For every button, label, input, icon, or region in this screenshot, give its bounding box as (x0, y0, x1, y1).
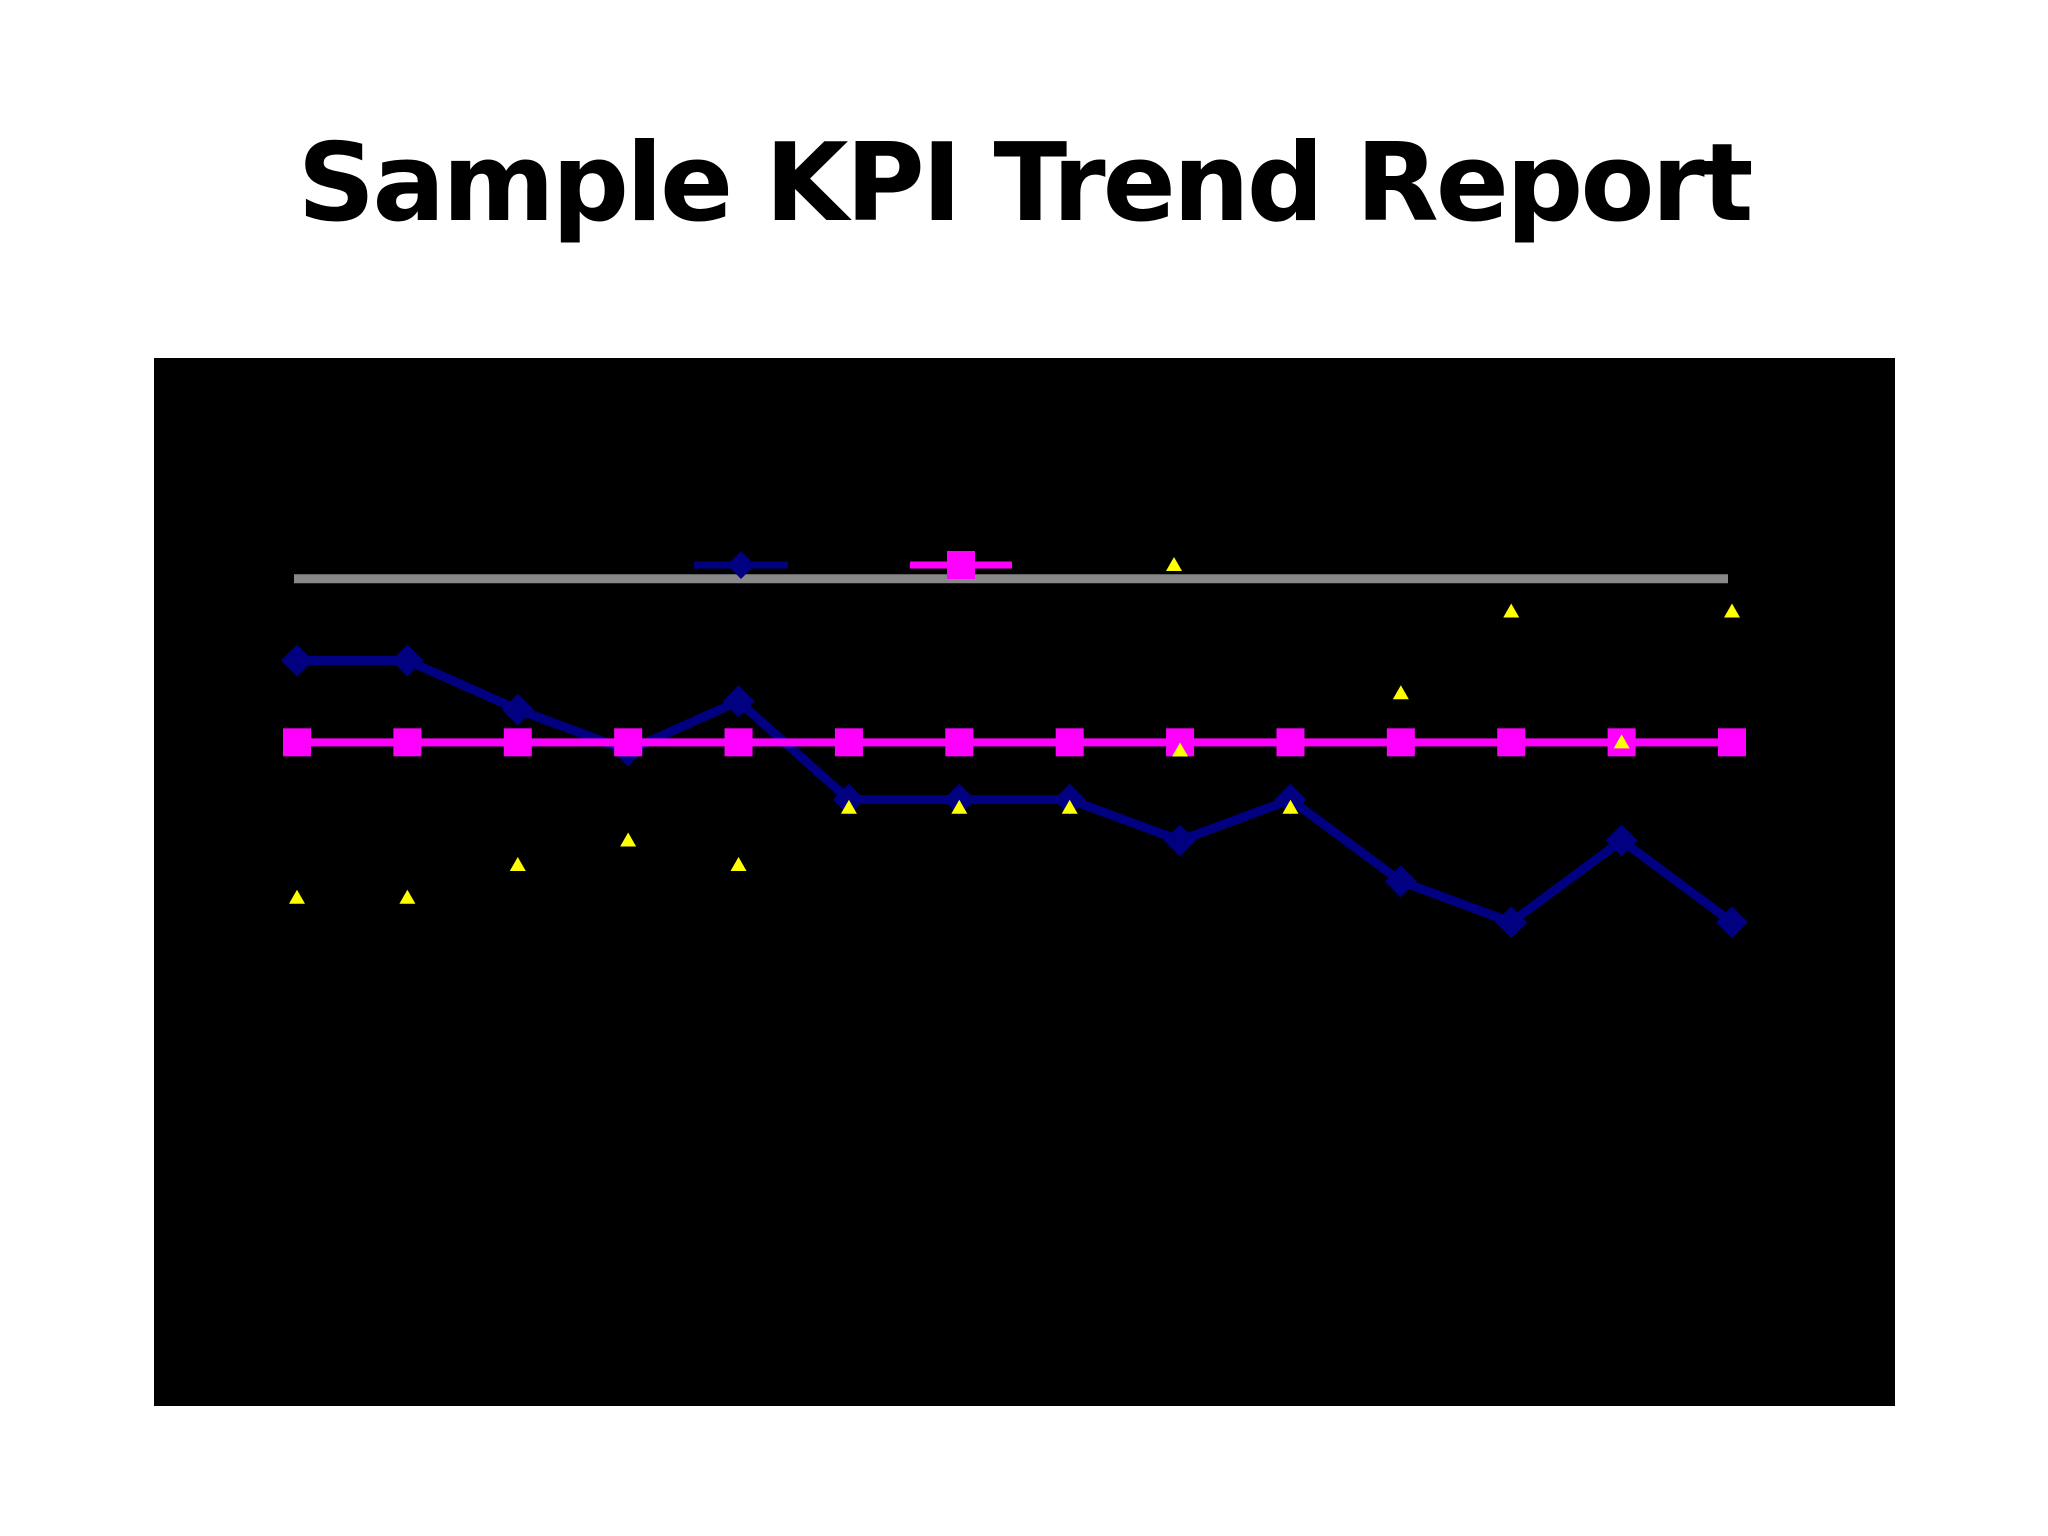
series-2-point-1 (283, 728, 311, 757)
series-1-point-11 (1384, 865, 1417, 898)
series-1-point-9 (1164, 824, 1197, 857)
series-1-point-6 (832, 783, 865, 816)
series-3-point-1 (289, 889, 305, 904)
series-3-point-13 (1613, 734, 1630, 749)
series-2-point-2 (393, 728, 422, 757)
series-3-point-4 (620, 832, 637, 847)
series-3-point-9 (1172, 742, 1189, 757)
series-2-point-12 (1497, 728, 1526, 757)
series-1-point-13 (1605, 824, 1638, 857)
series-3-point-3 (509, 857, 526, 872)
series-1-point-8 (1053, 783, 1086, 816)
series-2-point-10 (1276, 728, 1305, 757)
kpi-trend-chart (154, 358, 1895, 1406)
series-1-point-10 (1274, 783, 1307, 816)
series-3-point-5 (730, 857, 747, 872)
series-2-point-6 (834, 728, 863, 757)
series-1-line (297, 656, 1735, 927)
series-2-point-5 (724, 728, 753, 757)
series-3-point-10 (1282, 799, 1299, 814)
series-3-point-14 (1724, 603, 1740, 618)
legend-marker-3 (1166, 557, 1182, 571)
series-1-point-12 (1495, 906, 1528, 939)
series-2-point-11 (1386, 728, 1415, 757)
series-2-point-8 (1055, 728, 1084, 757)
legend-marker-2 (947, 551, 975, 579)
series-3-point-8 (1061, 799, 1078, 814)
series-3-point-6 (840, 799, 857, 814)
series-1-point-1 (281, 644, 313, 677)
series-1-point-3 (501, 693, 534, 726)
series-2-point-7 (945, 728, 974, 757)
series-1-point-14 (1716, 906, 1748, 939)
series-3-point-2 (399, 889, 416, 904)
series-3-point-12 (1503, 603, 1520, 618)
series-1-point-7 (943, 783, 976, 816)
series-2-point-14 (1718, 728, 1746, 757)
chart-svg (281, 551, 1748, 939)
series-2-point-3 (503, 728, 532, 757)
legend-marker-1 (727, 551, 755, 579)
series-1-point-2 (391, 644, 424, 677)
series-2-point-4 (614, 728, 643, 757)
slide-title: Sample KPI Trend Report (297, 121, 1754, 246)
series-3-point-11 (1392, 685, 1409, 700)
series-3-point-7 (951, 799, 968, 814)
series-1-point-5 (722, 685, 755, 718)
